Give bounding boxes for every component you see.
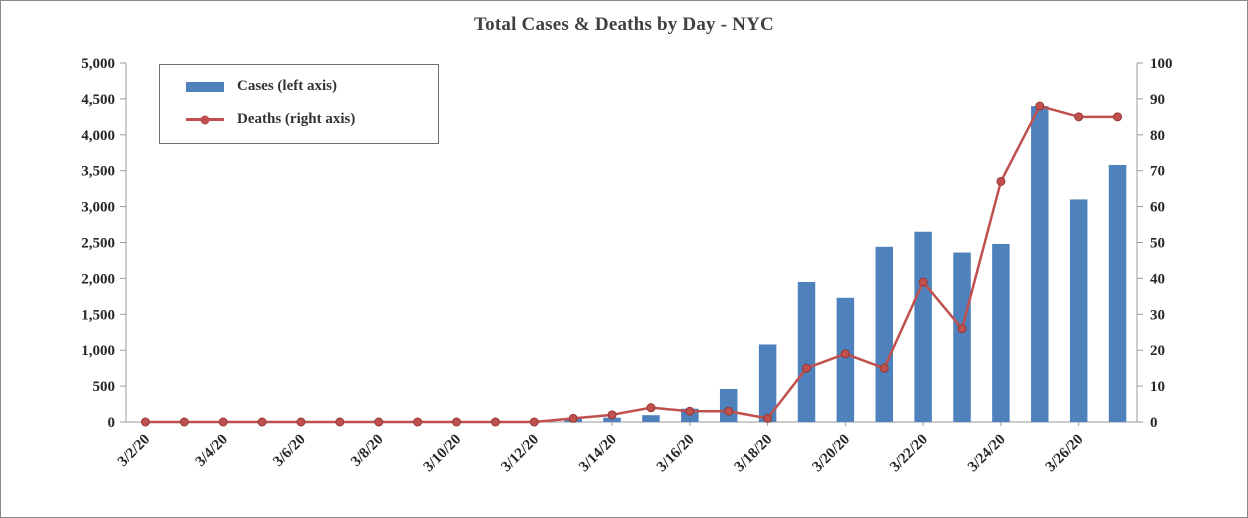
point (374, 417, 384, 427)
point (724, 406, 734, 416)
y-left-tick-label: 5,000 (81, 56, 115, 72)
y-right-tick-label: 80 (1150, 128, 1165, 144)
point (1035, 101, 1045, 111)
y-left-tick-label: 2,500 (81, 236, 115, 252)
y-right-tick-label: 90 (1150, 92, 1165, 108)
bar (914, 231, 932, 422)
point (568, 413, 578, 423)
y-axis-left: 0 500 1,000 1,500 2,000 2,500 3,000 3,500 4,000 4… (81, 56, 126, 431)
legend-label-deaths: Deaths (right axis) (237, 111, 356, 127)
y-right-tick-label: 0 (1150, 415, 1158, 431)
chart-title: Total Cases & Deaths by Day - NYC (474, 14, 774, 35)
point (413, 417, 423, 427)
y-axis-right: 0 10 20 30 40 50 60 70 80 90 100 (1137, 56, 1173, 431)
y-left-tick-label: 3,500 (81, 164, 115, 180)
x-tick-label: 3/14/20 (576, 432, 620, 476)
point (218, 417, 228, 427)
x-tick-label: 3/6/20 (270, 432, 308, 470)
cases-bars (564, 106, 1127, 422)
x-tick-label: 3/10/20 (421, 432, 465, 476)
bar (953, 252, 971, 422)
point (296, 417, 306, 427)
y-right-tick-label: 100 (1150, 56, 1173, 72)
bar (1069, 199, 1088, 422)
deaths-swatch-icon (186, 115, 224, 124)
point (335, 417, 345, 427)
x-tick-label: 3/26/20 (1043, 432, 1087, 476)
x-tick-label: 3/4/20 (193, 432, 231, 470)
y-left-tick-label: 2,000 (81, 271, 115, 287)
y-left-tick-label: 0 (108, 415, 116, 431)
x-tick-label: 3/22/20 (887, 432, 931, 476)
y-left-tick-label: 1,500 (81, 307, 115, 323)
point (996, 176, 1006, 186)
y-right-tick-label: 10 (1150, 379, 1165, 395)
y-right-tick-label: 20 (1150, 343, 1165, 359)
bar (758, 344, 777, 422)
point (918, 277, 928, 287)
y-left-tick-label: 1,000 (81, 343, 115, 359)
deaths-line (140, 101, 1123, 427)
point (1074, 112, 1084, 122)
bar (875, 246, 893, 422)
point (801, 363, 811, 373)
bar (992, 243, 1010, 422)
x-tick-label: 3/16/20 (654, 432, 698, 476)
x-tick-label: 3/18/20 (732, 432, 776, 476)
bar (719, 388, 738, 422)
y-left-tick-label: 4,500 (81, 92, 115, 108)
bar (603, 417, 621, 422)
y-left-tick-label: 4,000 (81, 128, 115, 144)
point (763, 413, 773, 423)
point (607, 410, 617, 420)
point (957, 324, 967, 334)
point (179, 417, 189, 427)
x-tick-label: 3/20/20 (809, 432, 853, 476)
point (140, 417, 150, 427)
y-right-tick-label: 30 (1150, 307, 1165, 323)
point (529, 417, 539, 427)
point (646, 403, 656, 413)
bar (836, 297, 855, 422)
cases-swatch-icon (186, 81, 224, 92)
x-tick-label: 3/24/20 (965, 432, 1009, 476)
deaths-polyline (145, 104, 1118, 424)
point (452, 417, 462, 427)
x-axis: 3/2/20 3/4/20 3/6/20 3/8/20 3/10/20 3/12/20 3/… (115, 422, 1087, 475)
y-right-tick-label: 50 (1150, 236, 1165, 252)
y-left-tick-label: 500 (93, 379, 116, 395)
bar (1108, 164, 1127, 422)
point (490, 417, 500, 427)
x-tick-label: 3/8/20 (348, 432, 386, 470)
x-tick-label: 3/12/20 (498, 432, 542, 476)
bar (797, 281, 816, 422)
y-right-tick-label: 40 (1150, 271, 1165, 287)
legend: Cases (left axis) Deaths (right axis) (159, 64, 439, 144)
y-right-tick-label: 60 (1150, 200, 1165, 216)
legend-label-cases: Cases (left axis) (237, 78, 337, 94)
x-tick-label: 3/2/20 (115, 432, 153, 470)
point (685, 406, 695, 416)
y-left-tick-label: 3,000 (81, 200, 115, 216)
y-right-tick-label: 70 (1150, 164, 1165, 180)
bar (642, 415, 660, 422)
legend-item-cases: Cases (left axis) (186, 78, 438, 95)
bar (1031, 106, 1049, 422)
point (257, 417, 267, 427)
point (879, 363, 889, 373)
point (1113, 112, 1123, 122)
point (840, 349, 850, 359)
legend-item-deaths: Deaths (right axis) (186, 111, 438, 128)
